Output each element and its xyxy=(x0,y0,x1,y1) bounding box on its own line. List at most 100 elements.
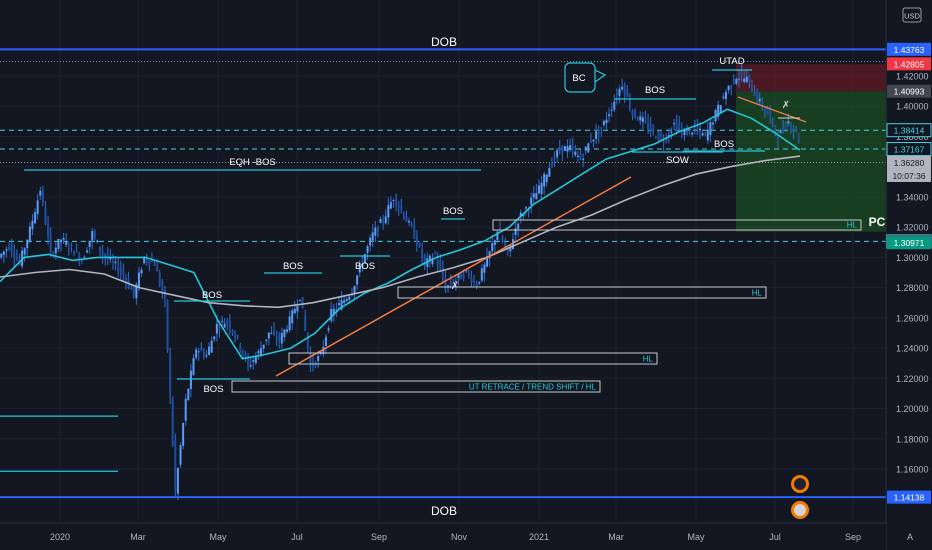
candle-body xyxy=(52,253,55,255)
candle-body xyxy=(332,308,335,315)
candle-body xyxy=(86,250,89,253)
candle-body xyxy=(184,398,187,421)
bos-1-label: BOS xyxy=(202,290,222,301)
y-tick-label: 1.28000 xyxy=(896,283,929,293)
y-tick-label: 1.22000 xyxy=(896,374,929,384)
x-marker-1: ✗ xyxy=(782,100,790,111)
candle-body xyxy=(595,131,598,139)
candle-body xyxy=(719,105,722,113)
candle-body xyxy=(389,202,392,209)
candle-body xyxy=(348,296,351,300)
candle-body xyxy=(449,281,452,285)
x-tick-label: May xyxy=(687,532,705,542)
candle-body xyxy=(387,205,390,218)
candle-body xyxy=(60,239,63,243)
candle-body xyxy=(444,278,447,291)
candle-body xyxy=(265,339,268,341)
candle-body xyxy=(732,79,735,83)
candle-body xyxy=(239,344,242,351)
countdown-label: 10:07:36 xyxy=(892,171,925,181)
candle-body xyxy=(408,220,411,223)
y-tick-label: 1.24000 xyxy=(896,344,929,354)
candle-body xyxy=(613,101,616,110)
horizontal-levels xyxy=(0,48,886,499)
candle-body xyxy=(670,131,673,133)
candle-body xyxy=(769,110,772,118)
candle-body xyxy=(465,270,468,272)
candle-body xyxy=(631,110,634,116)
candle-body xyxy=(688,129,691,131)
candle-body xyxy=(750,86,753,92)
candle-body xyxy=(13,252,16,259)
candle-body xyxy=(99,246,101,251)
candle-body xyxy=(306,332,309,349)
candle-body xyxy=(254,356,257,363)
candle-body xyxy=(299,299,301,301)
candle-body xyxy=(623,83,626,96)
candle-body xyxy=(83,256,86,258)
candle-body xyxy=(247,356,250,365)
bc-bubble-tail xyxy=(594,69,607,83)
price-label: 1.40993 xyxy=(894,87,925,97)
currency-box[interactable] xyxy=(902,7,922,23)
candle-body xyxy=(130,287,133,290)
candle-body xyxy=(384,216,387,224)
price-label: 1.37167 xyxy=(894,145,925,155)
candle-body xyxy=(23,248,26,255)
candle-body xyxy=(470,277,473,283)
candle-body xyxy=(436,257,439,265)
candle-body xyxy=(5,249,8,251)
candle-body xyxy=(400,205,403,211)
auto-scale-button: A xyxy=(907,532,913,542)
candle-body xyxy=(158,272,161,286)
y-tick-label: 1.20000 xyxy=(896,404,929,414)
candle-body xyxy=(270,333,273,335)
candle-body xyxy=(322,346,325,355)
candle-body xyxy=(309,352,312,366)
dob-bottom-label: DOB xyxy=(431,504,457,518)
candle-body xyxy=(340,300,343,310)
price-label-box xyxy=(886,123,932,138)
candle-body xyxy=(182,423,185,446)
candle-body xyxy=(530,197,533,205)
candle-body xyxy=(132,285,135,296)
avatar-badge-1-inner xyxy=(794,478,806,490)
candle-body xyxy=(145,257,148,262)
candle-body xyxy=(756,93,759,102)
candle-body xyxy=(501,236,504,242)
candle-body xyxy=(317,355,320,361)
candle-body xyxy=(709,122,712,136)
time-axis[interactable] xyxy=(0,523,886,550)
candle-body xyxy=(782,128,785,131)
candle-body xyxy=(39,190,42,196)
candle-body xyxy=(171,399,174,446)
y-tick-label: 1.16000 xyxy=(896,465,929,475)
candle-body xyxy=(634,109,637,118)
candle-body xyxy=(65,241,68,245)
candle-body xyxy=(73,251,76,256)
candle-body xyxy=(730,85,733,88)
candle-body xyxy=(358,263,361,273)
candle-body xyxy=(535,193,538,200)
ema-slow-line xyxy=(0,155,801,309)
candle-body xyxy=(517,223,520,229)
x-tick-label: Mar xyxy=(130,532,146,542)
candle-body xyxy=(327,328,330,331)
bos-6-label: BOS xyxy=(645,85,665,96)
candle-body xyxy=(553,157,556,159)
candle-body xyxy=(434,253,437,255)
candle-body xyxy=(101,249,104,256)
candle-body xyxy=(743,78,746,82)
candle-body xyxy=(597,130,600,136)
candle-body xyxy=(701,133,704,136)
countdown-box xyxy=(887,168,931,182)
candle-body xyxy=(67,248,70,250)
candle-body xyxy=(473,280,476,282)
price-label: 1.36280 xyxy=(894,158,925,168)
candle-body xyxy=(34,212,37,224)
candle-body xyxy=(343,300,346,304)
candle-body xyxy=(644,119,647,122)
candle-body xyxy=(610,109,613,111)
candle-body xyxy=(26,239,29,249)
